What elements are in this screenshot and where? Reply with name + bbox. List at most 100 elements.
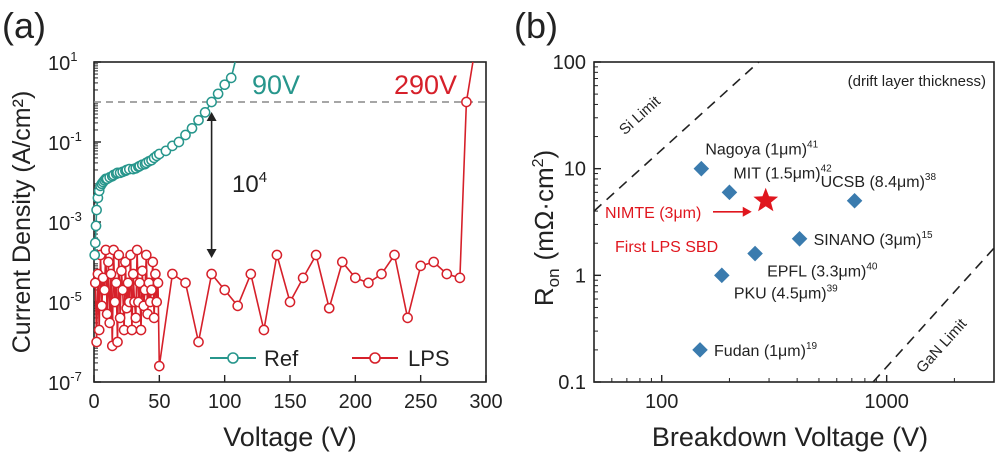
lps-point [206,268,217,280]
diamond-marker [692,342,708,358]
lps-point [130,312,142,324]
lps-point [415,260,427,272]
lps-point [219,284,231,296]
panel-b-plot-frame [593,61,995,383]
diamond-marker [693,160,710,177]
diamond-marker [791,231,808,247]
ref-point [199,107,211,118]
lps-point [126,324,138,336]
si-limit-label: Si Limit [616,92,665,138]
lps-point [136,265,148,277]
lps-point [112,336,123,348]
lps-point [461,96,472,108]
lps-point [117,284,129,296]
lps-point [135,324,147,336]
point-label-name: UCSB (8.4μm) [821,174,925,191]
panel-b-label: (b) [514,5,558,46]
lps-point [116,265,127,277]
y-tick-label: 100 [553,52,586,74]
lps-point [147,256,159,268]
lps-point [232,300,244,312]
nimte-star-marker [753,187,779,212]
point-label: SINANO (3μm)15 [814,230,933,249]
ref-point [173,136,185,148]
lps-point [389,249,400,261]
lps-point [441,268,453,280]
lps-point [402,312,413,324]
limit-lines: Si Limit GaN Limit [593,61,995,383]
ref-point [89,237,101,249]
series-ref [89,61,237,261]
lps-point [127,268,139,280]
lps-point [120,256,131,268]
point-label-name: EPFL (3.3μm) [767,264,866,281]
y-tick-label: 101 [48,49,77,75]
panel-a-x-axis-label: Voltage (V) [223,422,357,452]
point-label: Fudan (1μm)19 [714,341,817,360]
ratio-base: 10 [232,171,259,198]
ratio-arrow-head-down [206,249,217,258]
legend: Ref LPS [210,346,450,371]
ratio-arrow-head-up [206,112,217,121]
nimte-sub-label: First LPS SBD [615,239,718,256]
y-tick-label: 10-5 [48,289,82,315]
point-label-ref: 15 [921,230,933,241]
point-label: UCSB (8.4μm)38 [821,172,937,191]
lps-point [180,277,191,289]
ref-point [212,88,224,100]
ratio-annotation: 104 [232,169,267,198]
ref-point [180,129,191,141]
panel-b-y-axis-label: Ron (mΩ·cm2) [529,150,563,306]
lps-point [323,302,335,314]
lps-point [91,336,102,348]
y-tick-label: 10-1 [48,129,82,155]
ref-point [193,114,204,126]
point-label: Nagoya (1μm)41 [705,140,818,159]
y-tick-exponent: -5 [70,289,82,304]
point-label-ref: 40 [866,262,878,273]
diamond-marker [714,267,730,284]
lps-point [349,272,361,284]
nimte-arrow-head [742,206,752,217]
legend-lps-label: LPS [408,346,450,371]
legend-ref-marker [227,352,239,364]
ref-point [89,249,101,261]
lps-point [114,312,126,324]
lps-point [152,277,164,289]
y-tick-base: 10 [48,213,70,235]
point-label-name: Fudan (1μm) [714,343,806,360]
lps-point [103,256,114,268]
lps-point [131,244,143,256]
lps-point [363,277,374,289]
y-tick-exponent: -1 [70,129,82,144]
lps-point [376,268,387,280]
panel-b: (b) Ron(mΩ·cm2) Breakdown Voltage (V) 10… [514,5,995,452]
lps-point [101,308,113,320]
x-tick-label: 50 [148,391,170,413]
lps-point [146,284,157,296]
point-label-ref: 19 [806,341,818,352]
y-tick-label: 10-3 [48,209,82,235]
y-tick-label: 1 [575,265,586,287]
ref-point [206,96,217,108]
lps-point [96,300,108,312]
panel-b-x-axis-label: Breakdown Voltage (V) [652,422,928,452]
x-tick-label: 200 [339,391,372,413]
ratio-arrow [206,112,217,258]
nimte-highlight: NIMTE (3μm) First LPS SBD [605,187,779,256]
lps-point [110,277,122,289]
point-label-ref: 38 [925,172,937,183]
ref-point [186,122,198,134]
si-limit-line [593,61,760,212]
lps-point [284,296,296,308]
lps-point [297,272,309,284]
gan-limit-line [872,247,995,383]
panel-b-y-label-units: (mΩ·cm [529,167,559,260]
gan-limit-label: GaN Limit [913,315,971,376]
lps-point [167,268,178,280]
x-tick-label: 300 [469,391,502,413]
lps-point [454,272,466,284]
